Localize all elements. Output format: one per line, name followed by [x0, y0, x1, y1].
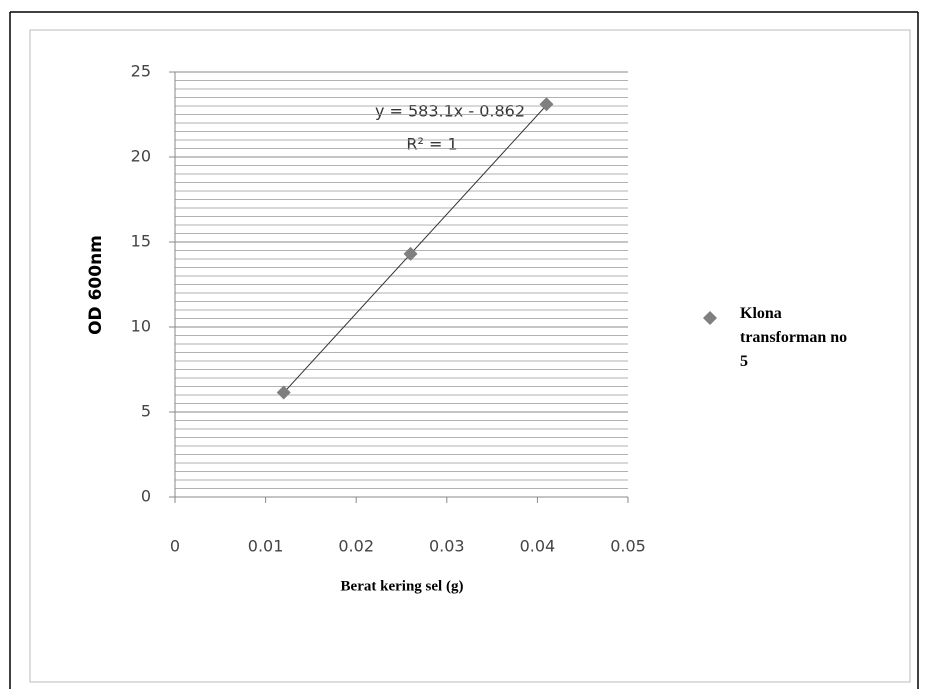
- trendline-r2: R² = 1: [406, 135, 457, 154]
- x-tick-label: 0.02: [338, 537, 374, 556]
- y-tick-label: 15: [131, 232, 151, 251]
- legend-marker: [703, 311, 717, 325]
- x-tick-label: 0.03: [429, 537, 465, 556]
- y-tick-label: 0: [141, 487, 151, 506]
- chart: Berat kering sel (g) OD 600nm y = 583.1x…: [0, 0, 928, 689]
- data-point: [539, 97, 553, 111]
- x-tick-label: 0.05: [610, 537, 646, 556]
- legend-label: Klona transforman no 5: [740, 302, 850, 374]
- y-tick-label: 20: [131, 147, 151, 166]
- x-tick-label: 0.01: [248, 537, 284, 556]
- x-tick-label: 0: [170, 537, 180, 556]
- y-tick-label: 5: [141, 402, 151, 421]
- y-tick-label: 10: [131, 317, 151, 336]
- y-axis-label: OD 600nm: [86, 235, 106, 335]
- trendline-equation: y = 583.1x - 0.862: [375, 102, 525, 121]
- legend-entry: Klona transforman no 5: [740, 302, 870, 382]
- x-tick-label: 0.04: [520, 537, 556, 556]
- y-tick-label: 25: [131, 62, 151, 81]
- x-axis-label: Berat kering sel (g): [341, 578, 464, 594]
